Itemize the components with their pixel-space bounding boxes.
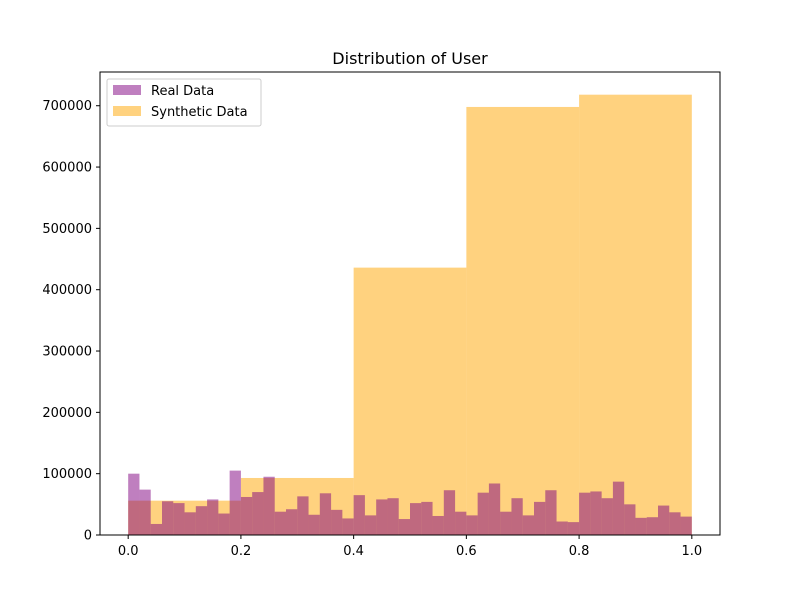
real-bar — [410, 503, 422, 535]
real-bar — [511, 498, 523, 535]
x-tick-label: 0.4 — [343, 544, 364, 559]
y-tick-label: 500000 — [42, 222, 92, 237]
real-bar — [195, 506, 208, 535]
y-tick-label: 400000 — [42, 283, 92, 298]
real-bar — [545, 490, 557, 535]
plot-frame — [99, 71, 721, 536]
real-bar — [173, 503, 185, 535]
real-bar — [590, 491, 602, 535]
real-bar — [646, 517, 658, 535]
real-bar — [184, 512, 196, 535]
real-bar — [567, 522, 580, 535]
real-bar — [286, 509, 298, 535]
real-bar — [263, 476, 275, 535]
real-bar — [658, 505, 670, 535]
chart-title: Distribution of User — [332, 49, 488, 68]
real-bar — [398, 519, 410, 535]
real-bar — [421, 501, 433, 535]
real-bar — [207, 499, 219, 535]
x-tick-label: 0.8 — [569, 544, 590, 559]
real-bar — [252, 492, 264, 535]
real-bar — [466, 515, 478, 535]
real-bar — [556, 521, 568, 535]
real-bar — [624, 504, 636, 535]
real-bar — [488, 483, 501, 535]
real-bar — [128, 473, 140, 535]
real-bar — [500, 511, 512, 535]
y-tick-label: 200000 — [42, 406, 92, 421]
real-bar — [342, 518, 354, 535]
real-bar — [364, 515, 377, 535]
real-bar — [162, 501, 174, 535]
legend: Real Data Synthetic Data — [106, 78, 262, 127]
synthetic-bar — [466, 106, 580, 536]
real-bar — [455, 511, 467, 535]
legend-swatch-real-data — [113, 85, 141, 95]
real-bar — [522, 515, 534, 535]
x-tick-label: 0.0 — [118, 544, 139, 559]
real-bar — [319, 493, 332, 535]
real-bar — [297, 496, 309, 535]
plot-area — [128, 94, 692, 536]
x-tick-label: 0.2 — [231, 544, 252, 559]
real-bar — [229, 470, 241, 535]
y-tick-label: 300000 — [42, 345, 92, 360]
real-bar — [387, 498, 399, 535]
synthetic-bar — [579, 94, 692, 535]
real-bar — [579, 492, 591, 535]
legend-box — [106, 78, 262, 127]
y-tick-label: 700000 — [42, 99, 92, 114]
real-bar — [353, 495, 365, 535]
real-bar — [308, 514, 320, 535]
x-tick-label: 1.0 — [681, 544, 702, 559]
real-bar — [601, 498, 613, 535]
x-tick-label: 0.6 — [456, 544, 477, 559]
y-tick-label: 600000 — [42, 161, 92, 176]
real-bar — [680, 516, 692, 535]
y-tick-label: 100000 — [42, 467, 92, 482]
real-bar — [443, 490, 456, 535]
legend-swatch-synthetic-data — [113, 106, 141, 116]
real-bar — [432, 515, 444, 535]
real-bar — [477, 492, 489, 535]
real-bar — [331, 509, 343, 535]
y-tick-label: 0 — [84, 529, 92, 544]
real-bar — [274, 511, 286, 535]
real-bar — [376, 499, 388, 535]
real-bar — [218, 513, 230, 535]
legend-label-synthetic-data: Synthetic Data — [151, 105, 248, 120]
real-bar — [612, 481, 625, 535]
real-bar — [150, 523, 162, 535]
legend-label-real-data: Real Data — [151, 84, 214, 99]
real-bar — [139, 489, 151, 535]
real-bar — [240, 496, 253, 535]
real-bar — [635, 517, 647, 535]
real-bar — [534, 501, 546, 535]
axes: 0.0 0.2 0.4 0.6 0.8 1.0 0 100000 200000 300000 400… — [42, 99, 702, 559]
real-bar — [669, 512, 681, 535]
